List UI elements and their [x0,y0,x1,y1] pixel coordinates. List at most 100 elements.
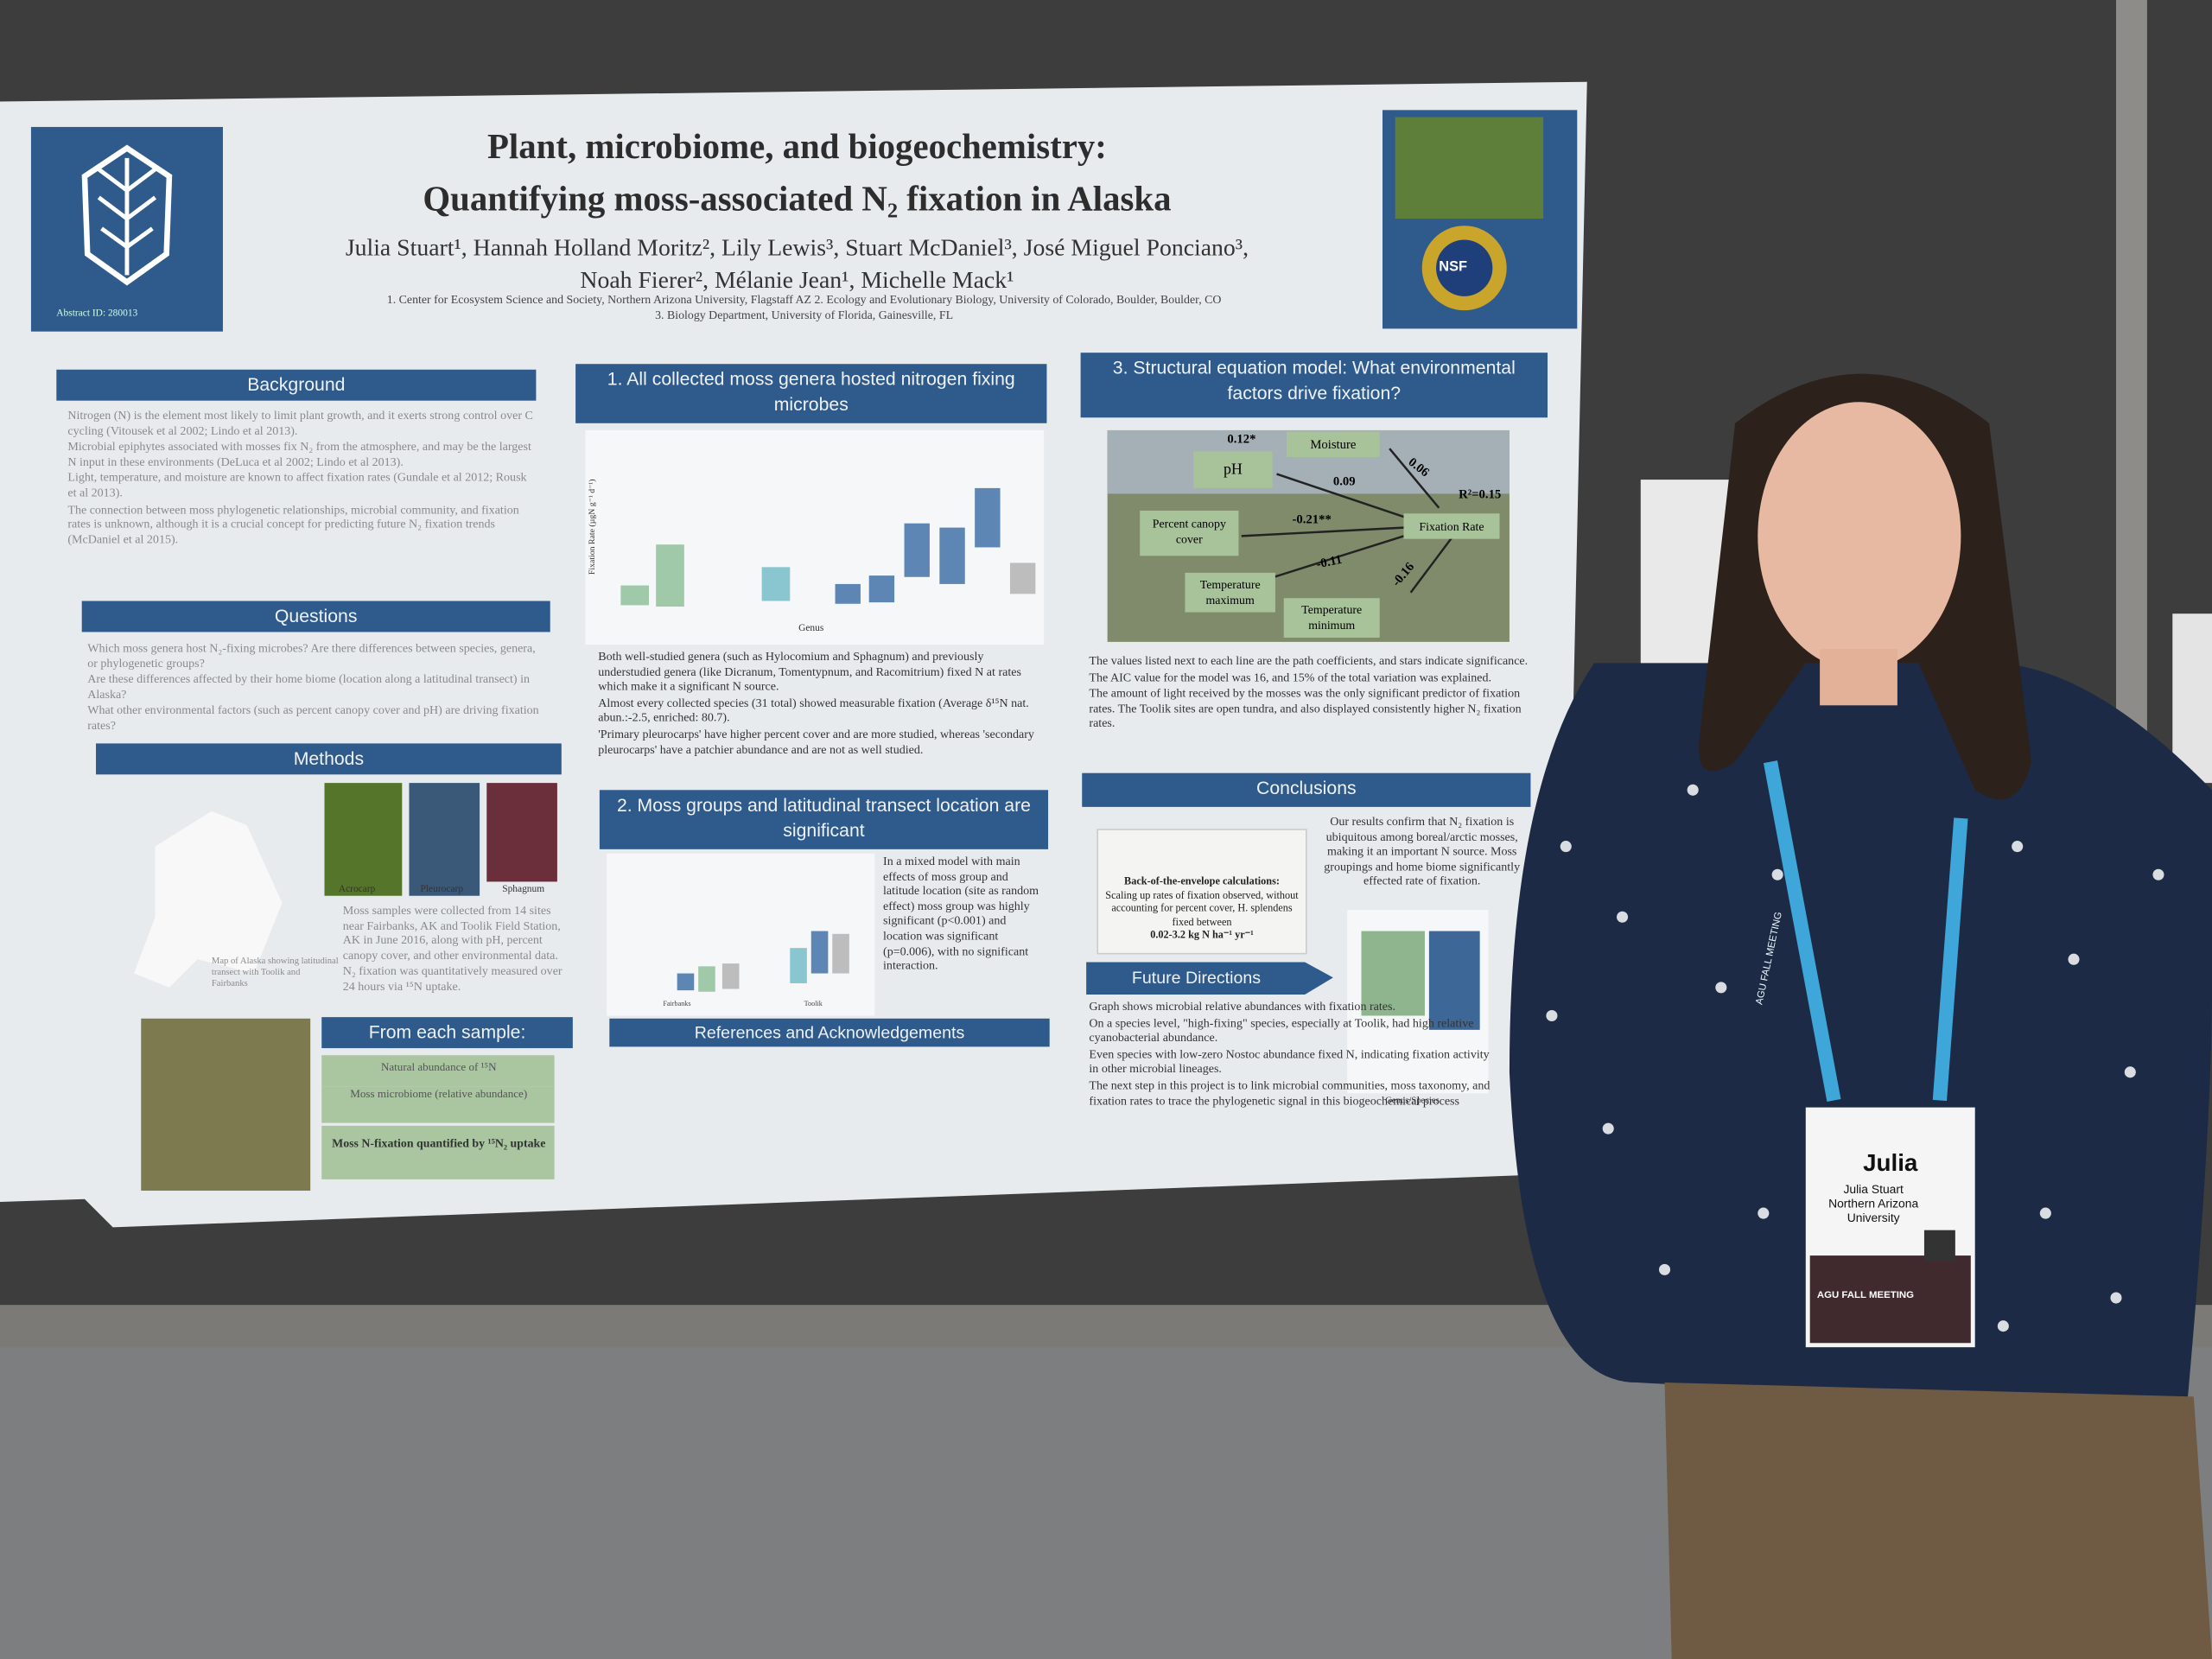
shirt [1509,663,2212,1411]
conclusion-text: Our results confirm that N₂ fixation is … [1324,814,1521,888]
arrow-header [1086,962,1333,995]
sem-node: Temperature maximum [1185,572,1275,613]
bullet: The AIC value for the model was 16, and … [1089,669,1492,684]
sample-item: Moss N-fixation quantified by ¹⁵N₂ uptak… [332,1135,546,1150]
affiliation: 1. Center for Ecosystem Science and Soci… [386,291,1222,307]
box-plot [868,575,895,603]
section-heading: 2. Moss groups and latitudinal transect … [599,790,1049,849]
moss-photo [409,783,480,896]
axis-label: Fairbanks [663,1001,691,1009]
logo-tree [97,157,157,276]
nsf-text: NSF [1439,259,1467,276]
section-heading: Questions [81,601,550,632]
photo-label: Acrocarp [338,883,376,895]
axis-label: Toolik [804,1001,823,1009]
face [1758,402,1961,671]
box-plot [1009,563,1036,594]
poster-title: Plant, microbiome, and biogeochemistry: … [283,121,1313,226]
chart-area [607,853,875,1016]
box-plot [656,544,684,607]
moss-photo [324,783,403,896]
bullet: Which moss genera host N₂-fixing microbe… [87,640,536,670]
section-heading: Future Directions [1131,967,1262,988]
bullet-list: Both well-studied genera (such as Hyloco… [598,649,1044,758]
box-plot [761,567,791,601]
axis-label: Fixation Rate (µgN g⁻¹ d⁻¹) [588,479,598,575]
sample-item: Natural abundance of ¹⁵N [380,1060,497,1074]
sample-item: Moss microbiome (relative abundance) [350,1087,528,1101]
box-plot [721,963,740,989]
abstract-id: Abstract ID: 280013 [56,307,138,319]
photo-label: Sphagnum [502,883,545,895]
bullet: What other environmental factors (such a… [87,702,539,733]
badge-org: Northern Arizona [1828,1196,1919,1211]
envelope-text: Back-of-the-envelope calculations: Scali… [1102,874,1302,942]
badge-full-name: Julia Stuart [1843,1182,1904,1197]
box-plot [835,583,861,604]
bullet: Almost every collected species (31 total… [598,695,1029,725]
bullet-list: The values listed next to each line are … [1089,653,1529,732]
sem-node: Percent canopy cover [1140,511,1239,556]
sample-box [321,1125,555,1179]
bullet: The connection between moss phylogenetic… [67,501,519,546]
bar [1361,931,1425,1016]
badge-banner [1809,1255,1971,1344]
bullet: N₂ fixation was quantitatively measured … [342,963,563,994]
panel-text: In a mixed model with main effects of mo… [883,853,1039,973]
box-plot [790,948,807,983]
moss-sample-photo [141,1018,311,1191]
affiliations: 1. Center for Ecosystem Science and Soci… [226,292,1382,323]
section-heading: From each sample: [321,1017,573,1049]
box-plot [832,933,849,974]
bar [1428,931,1480,1030]
alaska-map [134,810,283,988]
bullet: On a species level, "high-fixing" specie… [1089,1014,1474,1045]
badge-event: AGU FALL MEETING [1816,1290,1915,1301]
lanyard [1763,760,1968,1102]
box-plot [939,527,965,584]
bullet-list: Graph shows microbial relative abundance… [1089,999,1491,1109]
axis-label: Genus [798,621,824,634]
bullet-list: Moss samples were collected from 14 site… [343,903,569,995]
badge-details: Julia Stuart Northern Arizona University [1806,1182,1942,1224]
envelope-line: 0.02-3.2 kg N ha⁻¹ yr⁻¹ [1150,928,1254,941]
section-heading: Methods [96,743,562,775]
section-heading: References and Acknowledgements [609,1018,1050,1047]
bullet: Both well-studied genera (such as Hyloco… [598,649,1021,693]
bullet-list: Which moss genera host N₂-fixing microbe… [87,640,538,734]
badge-org: University [1847,1210,1900,1225]
bullet: Microbial epiphytes associated with moss… [67,439,531,468]
path-coefficient: 0.12* [1227,431,1256,446]
path-coefficient: 0.09 [1332,474,1356,488]
moss-photo [486,783,557,882]
bullet: The values listed next to each line are … [1089,652,1529,668]
bullet: Light, temperature, and moisture are kno… [67,470,527,499]
axis-label: Genus/Species [1385,1096,1440,1106]
path-coefficient: -0.21** [1292,512,1332,526]
box-plot [677,973,695,991]
bullet: The next step in this project is to link… [1089,1077,1491,1107]
box-plot [975,487,1001,548]
path-arrows [1241,448,1454,594]
title-line: Quantifying moss-associated N₂ fixation … [423,180,1172,219]
box-plot [698,966,715,992]
chart-area [585,429,1045,645]
authors: Julia Stuart¹, Hannah Holland Moritz², L… [240,232,1355,296]
pants [1664,1382,2212,1659]
sem-node: Moisture [1286,431,1380,457]
section-heading: Conclusions [1082,772,1531,807]
sem-node: pH [1193,451,1273,488]
sample-box [321,1086,555,1123]
paper-sign [2172,613,2212,784]
bullet: Even species with low-zero Nostoc abunda… [1089,1046,1490,1076]
author-line: Julia Stuart¹, Hannah Holland Moritz², L… [345,234,1249,262]
bullet: Are these differences affected by their … [87,671,531,702]
path-coefficient: R²=0.15 [1459,486,1502,501]
section-heading: Background [56,369,537,401]
box-plot [620,585,650,606]
logo-crest [81,144,173,286]
photo-label: Pleurocarp [420,883,464,895]
qr-code [1923,1230,1955,1262]
